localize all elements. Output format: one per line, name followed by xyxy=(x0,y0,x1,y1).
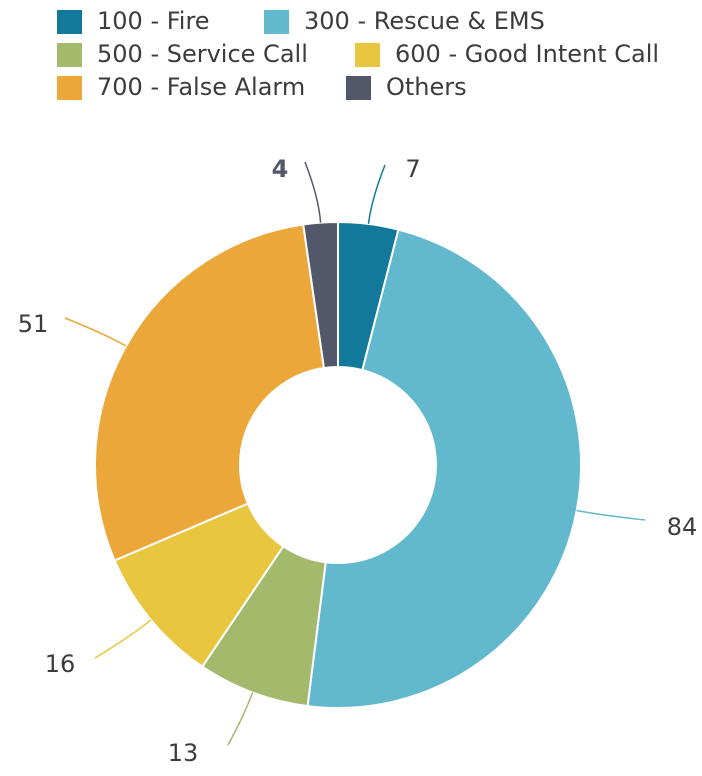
legend-swatch xyxy=(346,76,371,100)
data-label: 7 xyxy=(405,155,420,183)
data-label: 84 xyxy=(667,513,698,541)
legend-swatch xyxy=(57,43,82,67)
legend-swatch xyxy=(264,10,289,34)
donut-segment xyxy=(94,223,326,562)
legend-label: 300 - Rescue & EMS xyxy=(304,7,545,35)
legend-swatch xyxy=(57,76,82,100)
leader-line xyxy=(304,161,322,223)
donut-segment xyxy=(302,220,339,370)
leader-line xyxy=(367,164,386,225)
legend-swatch xyxy=(355,43,380,67)
legend-label: 600 - Good Intent Call xyxy=(395,40,659,68)
legend-label: 100 - Fire xyxy=(97,7,210,35)
data-label: 13 xyxy=(168,739,199,767)
data-label: 16 xyxy=(45,650,76,678)
data-label: 51 xyxy=(18,310,49,338)
data-label: 4 xyxy=(272,155,289,183)
leader-line xyxy=(64,317,127,347)
legend-swatch xyxy=(57,10,82,34)
legend-label: Others xyxy=(386,73,467,101)
leader-line xyxy=(227,692,254,746)
legend-label: 500 - Service Call xyxy=(97,40,308,68)
legend-label: 700 - False Alarm xyxy=(97,73,305,101)
leader-line xyxy=(576,509,646,521)
leader-line xyxy=(94,619,152,659)
donut-segment xyxy=(306,228,583,709)
